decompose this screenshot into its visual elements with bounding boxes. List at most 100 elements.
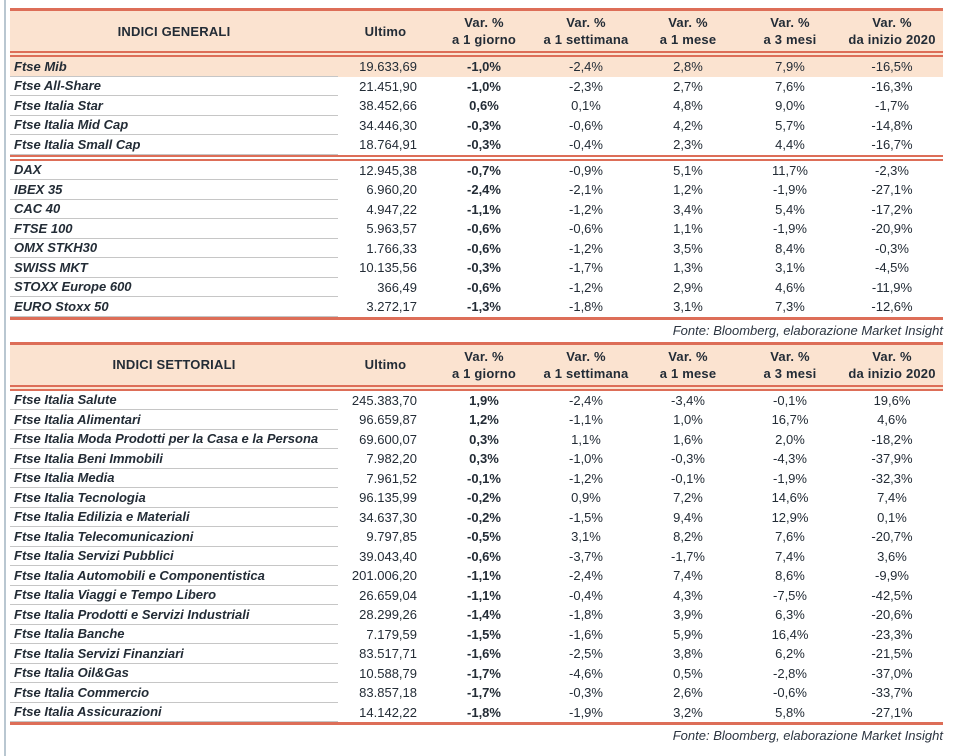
var-3-months: -1,9% bbox=[773, 470, 807, 486]
var-ytd-2020: -37,0% bbox=[871, 665, 913, 681]
table-row: OMX STKH30 1.766,33 -0,6% -1,2% 3,5% 8,4… bbox=[10, 239, 943, 258]
var-1-day: -0,6% bbox=[467, 221, 501, 237]
table-row: Ftse Italia Telecomunicazioni 9.797,85 -… bbox=[10, 527, 943, 547]
var-1-day: -1,8% bbox=[467, 704, 501, 720]
var-ytd-2020: -20,6% bbox=[871, 607, 913, 623]
table-row: Ftse Italia Mid Cap 34.446,30 -0,3% -0,6… bbox=[10, 116, 943, 135]
var-1-month: 7,2% bbox=[673, 490, 703, 506]
general-indices-table: INDICI GENERALI Ultimo Var. % a 1 giorno… bbox=[10, 8, 943, 320]
index-name: Ftse Italia Media bbox=[10, 469, 338, 488]
var-1-month: 4,8% bbox=[673, 98, 703, 114]
var-1-week: -1,8% bbox=[569, 299, 603, 315]
var-1-week: -1,2% bbox=[569, 279, 603, 295]
table-title: INDICI SETTORIALI bbox=[112, 357, 236, 372]
table-row: Ftse Italia Oil&Gas 10.588,79 -1,7% -4,6… bbox=[10, 664, 943, 683]
var-col-headers: Var. % a 1 giorno Var. % a 1 settimana V… bbox=[433, 11, 943, 51]
var-1-day: -0,3% bbox=[467, 137, 501, 153]
var-1-week: -4,6% bbox=[569, 665, 603, 681]
var-1-week: -0,6% bbox=[569, 117, 603, 133]
var-1-week: -1,2% bbox=[569, 240, 603, 256]
var-label: Var. % bbox=[872, 348, 912, 364]
var-1-month: 4,3% bbox=[673, 587, 703, 603]
index-name: Ftse Italia Assicurazioni bbox=[10, 703, 338, 722]
var-1-day: -1,4% bbox=[467, 607, 501, 623]
table-title: INDICI GENERALI bbox=[117, 23, 231, 39]
var-1-day: -0,2% bbox=[467, 490, 501, 506]
last-value: 38.452,66 bbox=[359, 98, 417, 114]
col-header-var: Var. % da inizio 2020 bbox=[841, 11, 943, 51]
general-indices-header: INDICI GENERALI Ultimo Var. % a 1 giorno… bbox=[10, 11, 943, 57]
var-1-month: 9,4% bbox=[673, 509, 703, 525]
sector-indices-table: INDICI SETTORIALI Ultimo Var. % a 1 gior… bbox=[10, 341, 943, 725]
var-3-months: 16,4% bbox=[771, 626, 809, 642]
var-1-day: -1,5% bbox=[467, 626, 501, 642]
var-ytd-2020: -11,9% bbox=[871, 279, 913, 295]
var-1-day: -1,1% bbox=[467, 587, 501, 603]
last-value: 3.272,17 bbox=[366, 299, 417, 315]
var-1-day: -0,6% bbox=[467, 548, 501, 564]
var-ytd-2020: -18,2% bbox=[871, 431, 913, 447]
var-ytd-2020: -9,9% bbox=[875, 568, 909, 584]
var-1-month: 3,8% bbox=[673, 646, 703, 662]
last-value: 366,49 bbox=[377, 279, 417, 295]
last-value: 1.766,33 bbox=[366, 240, 417, 256]
index-name: Ftse Italia Banche bbox=[10, 625, 338, 644]
last-value: 7.961,52 bbox=[366, 470, 417, 486]
last-value: 34.446,30 bbox=[359, 117, 417, 133]
var-ytd-2020: -2,3% bbox=[875, 162, 909, 178]
var-1-month: -3,4% bbox=[671, 392, 705, 408]
var-1-week: -1,0% bbox=[569, 451, 603, 467]
col-header-var: Var. % a 1 giorno bbox=[433, 11, 535, 51]
table-row: EURO Stoxx 50 3.272,17 -1,3% -1,8% 3,1% … bbox=[10, 297, 943, 317]
last-value: 201.006,20 bbox=[351, 568, 417, 584]
col-header-var: Var. % a 1 settimana bbox=[535, 11, 637, 51]
var-col-headers: Var. % a 1 giorno Var. % a 1 settimana V… bbox=[433, 345, 943, 385]
col-header-var: Var. % a 3 mesi bbox=[739, 345, 841, 385]
var-ytd-2020: -27,1% bbox=[871, 704, 913, 720]
source-note: Fonte: Bloomberg, elaborazione Market In… bbox=[672, 728, 943, 743]
var-period-label: a 1 giorno bbox=[451, 32, 517, 47]
last-value: 10.135,56 bbox=[359, 260, 417, 276]
var-ytd-2020: -4,5% bbox=[875, 260, 909, 276]
var-ytd-2020: 7,4% bbox=[877, 490, 907, 506]
col-header-ultimo: Ultimo bbox=[364, 357, 407, 372]
table-row: Ftse Italia Assicurazioni 14.142,22 -1,8… bbox=[10, 703, 943, 722]
var-3-months: 11,7% bbox=[772, 162, 808, 178]
table-row: Ftse Italia Prodotti e Servizi Industria… bbox=[10, 605, 943, 625]
page-left-edge bbox=[4, 0, 6, 756]
source-note: Fonte: Bloomberg, elaborazione Market In… bbox=[672, 322, 943, 338]
general-indices-body: Ftse Mib 19.633,69 -1,0% -2,4% 2,8% 7,9%… bbox=[10, 57, 943, 317]
var-1-week: -0,9% bbox=[569, 162, 603, 178]
var-label: Var. % bbox=[566, 348, 606, 364]
var-ytd-2020: -20,7% bbox=[871, 529, 913, 545]
var-ytd-2020: -33,7% bbox=[871, 685, 913, 701]
var-3-months: -0,1% bbox=[773, 392, 807, 408]
last-value: 6.960,20 bbox=[366, 182, 417, 198]
var-ytd-2020: 19,6% bbox=[873, 392, 911, 408]
var-1-month: 3,2% bbox=[673, 704, 703, 720]
index-name: Ftse Italia Viaggi e Tempo Libero bbox=[10, 586, 338, 605]
var-1-week: -0,3% bbox=[569, 685, 603, 701]
var-1-month: -1,7% bbox=[671, 548, 705, 564]
last-value: 34.637,30 bbox=[359, 509, 417, 525]
var-3-months: 2,0% bbox=[775, 431, 805, 447]
table-row: Ftse All-Share 21.451,90 -1,0% -2,3% 2,7… bbox=[10, 77, 943, 96]
table-row: Ftse Italia Commercio 83.857,18 -1,7% -0… bbox=[10, 683, 943, 703]
col-header-var: Var. % a 1 giorno bbox=[433, 345, 535, 385]
var-3-months: 9,0% bbox=[775, 98, 805, 114]
var-1-day: -0,3% bbox=[467, 260, 501, 276]
var-1-month: 7,4% bbox=[673, 568, 703, 584]
index-name: IBEX 35 bbox=[10, 180, 338, 200]
var-3-months: 6,2% bbox=[775, 646, 805, 662]
var-1-week: -2,3% bbox=[569, 78, 603, 94]
last-value: 7.179,59 bbox=[366, 626, 417, 642]
last-value: 83.857,18 bbox=[359, 685, 417, 701]
index-name: Ftse Italia Telecomunicazioni bbox=[10, 527, 338, 547]
var-1-month: 1,6% bbox=[673, 431, 703, 447]
table-row: IBEX 35 6.960,20 -2,4% -2,1% 1,2% -1,9% … bbox=[10, 180, 943, 200]
table-row: Ftse Italia Banche 7.179,59 -1,5% -1,6% … bbox=[10, 625, 943, 644]
var-1-month: 2,9% bbox=[673, 279, 703, 295]
var-1-month: 2,8% bbox=[673, 59, 703, 75]
var-1-week: -1,2% bbox=[569, 201, 603, 217]
var-1-month: 4,2% bbox=[673, 117, 703, 133]
